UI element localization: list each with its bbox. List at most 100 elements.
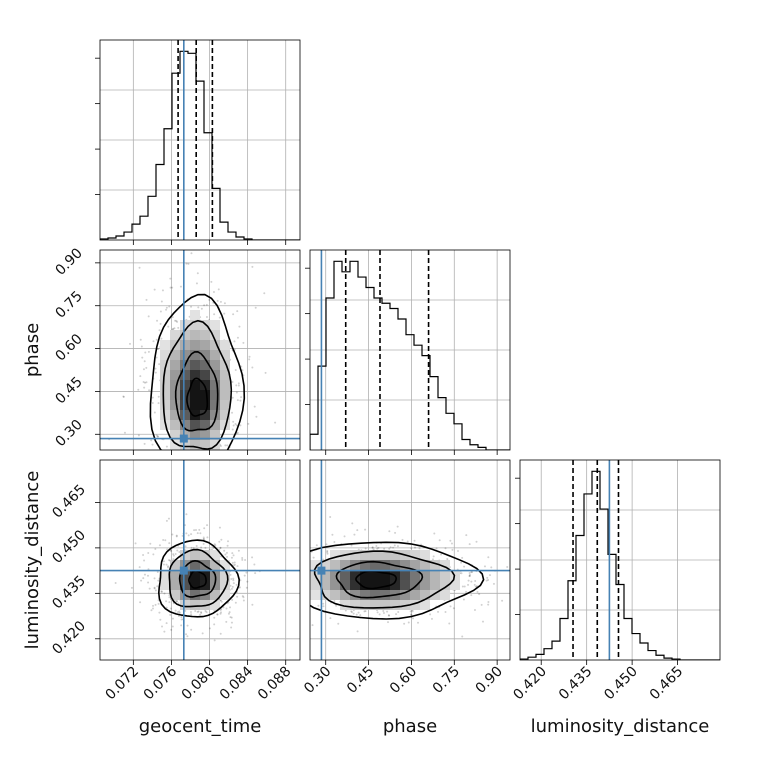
sample-point	[326, 549, 329, 552]
panel-frame	[99, 459, 301, 661]
sample-point	[232, 554, 235, 557]
sample-point	[153, 577, 156, 580]
sample-point	[192, 547, 195, 550]
panel-frame	[519, 459, 721, 661]
sample-point	[315, 544, 318, 547]
sample-point	[139, 601, 142, 604]
sample-point	[451, 548, 454, 551]
sample-point	[230, 587, 233, 590]
density-cell	[160, 370, 170, 380]
sample-point	[211, 475, 213, 477]
sample-point	[171, 286, 174, 289]
sample-point	[463, 585, 466, 588]
density-cell	[160, 340, 170, 350]
density-panel-phase_vs_geocent_time	[100, 250, 300, 485]
density-cell	[180, 420, 190, 430]
sample-point	[171, 625, 174, 628]
density-cell	[420, 570, 430, 580]
sample-point	[154, 603, 157, 606]
density-cell	[190, 590, 200, 600]
density-cell	[420, 560, 430, 570]
sample-point	[433, 532, 436, 535]
sample-point	[387, 621, 390, 624]
sample-point	[139, 375, 142, 378]
sample-point	[388, 530, 391, 533]
x-tick-label: 0.465	[647, 664, 687, 704]
density-cell	[210, 600, 220, 610]
sample-point	[357, 611, 360, 614]
sample-point	[171, 617, 174, 620]
sample-point	[168, 542, 171, 545]
sample-point	[241, 558, 244, 561]
density-cell	[190, 410, 200, 420]
sample-point	[232, 577, 235, 580]
density-cell	[310, 590, 320, 600]
density-cell	[320, 590, 330, 600]
sample-point	[190, 483, 192, 485]
sample-point	[232, 424, 235, 427]
sample-point	[294, 591, 296, 593]
sample-point	[409, 610, 412, 613]
sample-point	[143, 573, 146, 576]
sample-point	[431, 558, 434, 561]
sample-point	[190, 546, 193, 549]
sample-point	[147, 350, 150, 353]
sample-point	[167, 517, 170, 520]
sample-point	[175, 534, 178, 537]
density-cell	[170, 410, 180, 420]
x-tick-label: 0.60	[387, 664, 420, 697]
sample-point	[474, 579, 477, 582]
density-cell	[170, 560, 180, 570]
sample-point	[154, 589, 157, 592]
sample-point	[145, 381, 148, 384]
sample-point	[372, 548, 375, 551]
sample-point	[175, 319, 178, 322]
sample-point	[233, 561, 236, 564]
sample-point	[473, 608, 476, 611]
x-tick-label: 0.450	[601, 664, 641, 704]
sample-point	[259, 585, 261, 587]
sample-point	[248, 355, 251, 358]
sample-point	[350, 611, 353, 614]
density-cell	[440, 580, 450, 590]
sample-point	[235, 583, 238, 586]
sample-point	[522, 557, 524, 559]
sample-point	[190, 252, 193, 255]
sample-point	[159, 322, 162, 325]
sample-point	[166, 548, 169, 551]
density-cell	[350, 570, 360, 580]
sample-point	[165, 445, 168, 448]
sample-point	[165, 519, 168, 522]
sample-point	[460, 561, 463, 564]
density-cell	[180, 320, 190, 330]
density-cell	[370, 600, 380, 610]
sample-point	[186, 452, 188, 454]
x-tick-label: 0.75	[430, 664, 463, 697]
sample-point	[229, 584, 232, 587]
density-cell	[210, 350, 220, 360]
sample-point	[156, 435, 159, 438]
sample-point	[432, 555, 435, 558]
sample-point	[226, 555, 229, 558]
y-tick-label: 0.420	[49, 618, 89, 658]
sample-point	[154, 548, 157, 551]
sample-point	[138, 566, 141, 569]
sample-point	[474, 585, 477, 588]
density-cell	[400, 580, 410, 590]
sample-point	[139, 338, 142, 341]
density-cell	[160, 390, 170, 400]
sample-point	[487, 556, 490, 559]
density-cell	[420, 600, 430, 610]
sample-point	[401, 538, 404, 541]
sample-point	[333, 541, 336, 544]
sample-point	[490, 566, 493, 569]
sample-point	[159, 618, 162, 621]
sample-point	[185, 633, 188, 636]
sample-point	[236, 595, 239, 598]
sample-point	[461, 585, 464, 588]
sample-point	[444, 547, 447, 550]
sample-point	[148, 389, 151, 392]
sample-point	[190, 305, 193, 308]
contour-line	[174, 350, 219, 432]
